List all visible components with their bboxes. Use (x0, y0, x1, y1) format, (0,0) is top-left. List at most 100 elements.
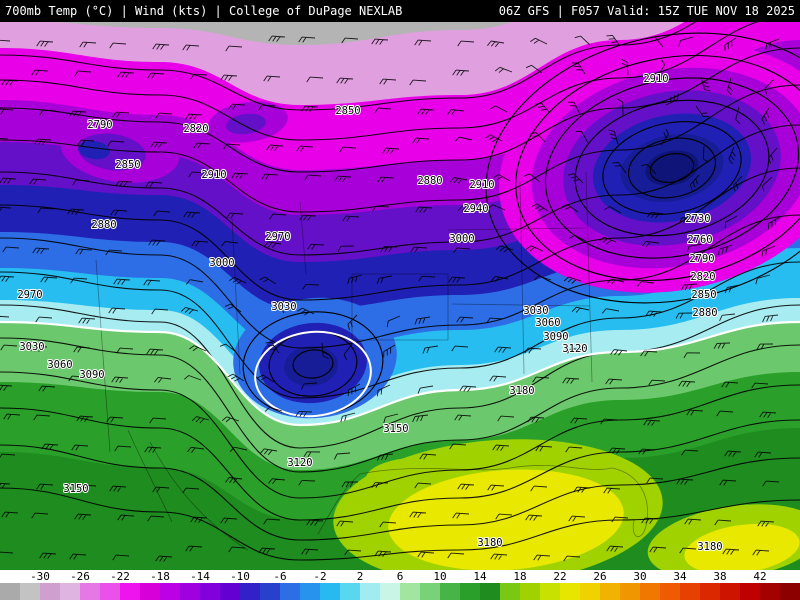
geo-line (611, 467, 648, 537)
contour-label: 2910 (643, 73, 668, 85)
contour-label: 3030 (523, 305, 548, 317)
zero-contour-loop (254, 330, 372, 418)
colorbar-cell (700, 583, 720, 600)
colorbar-tick: -14 (190, 570, 210, 583)
colorbar-tick: 18 (513, 570, 527, 583)
colorbar-tick: 2 (356, 570, 364, 583)
colorbar-cell (440, 583, 460, 600)
low-contour (292, 349, 334, 379)
colorbar-cell (220, 583, 240, 600)
height-contour-line (0, 84, 800, 213)
contour-label: 3060 (535, 317, 560, 329)
colorbar-cell (60, 583, 80, 600)
contour-label: 2820 (690, 271, 715, 283)
vortex-contour (574, 99, 770, 237)
height-contour-line (0, 444, 800, 541)
colorbar-cell (160, 583, 180, 600)
colorbar-tick: -30 (30, 570, 50, 583)
colorbar-cell (520, 583, 540, 600)
colorbar-cell (760, 583, 780, 600)
colorbar-tick: -22 (110, 570, 130, 583)
geo-line (359, 465, 613, 475)
title-right: 06Z GFS | F057 Valid: 15Z TUE NOV 18 202… (498, 4, 795, 18)
colorbar-cell (420, 583, 440, 600)
colorbar-tick: -18 (150, 570, 170, 583)
wind-barbs (0, 34, 781, 562)
colorbar-cell (340, 583, 360, 600)
colorbar-tick: 38 (713, 570, 727, 583)
vortex-contour (627, 137, 717, 199)
colorbar-cell (720, 583, 740, 600)
temp-band (0, 22, 685, 105)
colorbar-cell (280, 583, 300, 600)
colorbar-tick: 22 (553, 570, 567, 583)
contour-label: 3000 (209, 257, 234, 269)
contour-label: 3090 (543, 331, 568, 343)
contour-label: 2850 (335, 105, 360, 117)
colorbar-cell (20, 583, 40, 600)
colorbar-cell (740, 583, 760, 600)
contour-label: 3030 (19, 341, 44, 353)
contour-label: 2820 (183, 123, 208, 135)
contour-label: 2880 (91, 219, 116, 231)
colorbar-cell (780, 583, 800, 600)
colorbar-cell (560, 583, 580, 600)
colorbar-cell (400, 583, 420, 600)
colorbar-cell (260, 583, 280, 600)
cold-pocket (78, 140, 110, 160)
contour-label: 3180 (477, 537, 502, 549)
warm-pocket (684, 523, 800, 570)
height-contour-line (0, 124, 800, 256)
height-contour-line (0, 261, 800, 399)
colorbar-tick: -26 (70, 570, 90, 583)
colorbar-cell (660, 583, 680, 600)
contour-label: 2910 (469, 179, 494, 191)
colorbar-cell (580, 583, 600, 600)
contour-label: 3150 (383, 423, 408, 435)
colorbar-cell (540, 583, 560, 600)
colorbar-tick: 14 (473, 570, 487, 583)
temp-band (56, 22, 512, 45)
contour-label: 2940 (463, 203, 488, 215)
cold-pocket (226, 113, 266, 135)
vortex-contour (485, 32, 800, 304)
height-contour-line (0, 214, 800, 349)
colorbar-cell (620, 583, 640, 600)
contour-label: 3060 (47, 359, 72, 371)
colorbar-cell (100, 583, 120, 600)
vortex-contour (649, 153, 695, 183)
colorbar-tick: -6 (273, 570, 287, 583)
zero-degree-contour (0, 320, 800, 427)
colorbar-tick: 42 (753, 570, 767, 583)
contour-label: 3180 (509, 385, 534, 397)
geo-line (351, 273, 449, 341)
colorbar-cell (80, 583, 100, 600)
contour-label: 3120 (562, 343, 587, 355)
colorbar-tick: 6 (396, 570, 404, 583)
colorbar-cell (240, 583, 260, 600)
contour-label: 2970 (265, 231, 290, 243)
colorbar-tick: 30 (633, 570, 647, 583)
colorbar-cell (640, 583, 660, 600)
contour-label: 2790 (87, 119, 112, 131)
contour-label: 3030 (271, 301, 296, 313)
colorbar-cell (600, 583, 620, 600)
colorbar-ticks: -30 -26 -22 -18 -14 -10 -6 -2 2 6 10 14 18 22 26 30 34 38… (0, 570, 800, 583)
height-contour-line (0, 47, 800, 173)
contour-label: 2790 (689, 253, 714, 265)
contour-label: 2760 (687, 234, 712, 246)
contour-label: 2880 (692, 307, 717, 319)
height-contour-line (0, 167, 800, 301)
colorbar-tick: -2 (313, 570, 327, 583)
height-contour-line (0, 22, 697, 111)
title-left: 700mb Temp (°C) | Wind (kts) | College o… (5, 4, 403, 18)
vortex-contour (515, 54, 800, 282)
contour-label: 3000 (449, 233, 474, 245)
vortex-contour (602, 121, 742, 215)
colorbar-cell (40, 583, 60, 600)
colorbar-cell (300, 583, 320, 600)
colorbar-cell (200, 583, 220, 600)
vortex-contour (544, 77, 800, 259)
contour-label: 3120 (287, 457, 312, 469)
